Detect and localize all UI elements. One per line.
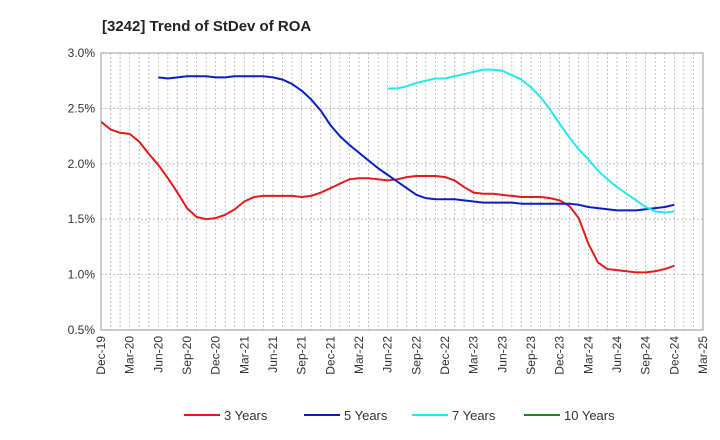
x-tick-label: Jun-22 <box>381 336 395 373</box>
legend-label: 3 Years <box>224 408 268 423</box>
y-tick-label: 1.0% <box>68 268 96 282</box>
legend-label: 7 Years <box>452 408 496 423</box>
x-axis-ticks: Dec-19 Mar-20 Jun-20 Sep-20 Dec-20 Mar-21 Jun-… <box>94 336 710 375</box>
grid <box>101 52 703 331</box>
x-tick-label: Jun-24 <box>610 336 624 373</box>
x-tick-label: Sep-24 <box>639 336 653 375</box>
legend-label: 5 Years <box>344 408 388 423</box>
legend-label: 10 Years <box>564 408 615 423</box>
plot-frame <box>100 52 704 331</box>
series-line-7-years <box>387 68 675 214</box>
x-tick-label: Sep-23 <box>524 336 538 375</box>
x-tick-label: Jun-23 <box>495 336 509 373</box>
x-tick-label: Dec-20 <box>209 336 223 375</box>
y-tick-label: 0.5% <box>68 323 96 337</box>
x-tick-label: Mar-21 <box>237 336 251 374</box>
x-tick-label: Sep-22 <box>409 336 423 375</box>
x-tick-label: Dec-22 <box>438 336 452 375</box>
x-tick-label: Dec-19 <box>94 336 108 375</box>
series-line-3-years <box>100 120 675 274</box>
legend: 3 Years 5 Years 7 Years 10 Years <box>184 408 615 423</box>
x-tick-label: Mar-22 <box>352 336 366 374</box>
y-tick-label: 3.0% <box>68 46 96 60</box>
x-tick-label: Dec-21 <box>323 336 337 375</box>
x-tick-label: Mar-24 <box>581 336 595 374</box>
series-line-5-years <box>158 75 675 212</box>
y-tick-label: 1.5% <box>68 212 96 226</box>
x-tick-label: Jun-20 <box>151 336 165 373</box>
x-tick-label: Sep-20 <box>180 336 194 375</box>
y-tick-label: 2.5% <box>68 101 96 115</box>
series-lines <box>100 68 675 274</box>
x-tick-label: Mar-25 <box>696 336 710 374</box>
chart-title: [3242] Trend of StDev of ROA <box>102 18 311 35</box>
x-tick-label: Jun-21 <box>266 336 280 373</box>
x-tick-label: Dec-23 <box>553 336 567 375</box>
x-tick-label: Mar-20 <box>123 336 137 374</box>
x-tick-label: Sep-21 <box>295 336 309 375</box>
y-axis-ticks: 0.5% 1.0% 1.5% 2.0% 2.5% 3.0% <box>68 46 96 337</box>
x-tick-label: Dec-24 <box>667 336 681 375</box>
x-tick-label: Mar-23 <box>467 336 481 374</box>
y-tick-label: 2.0% <box>68 157 96 171</box>
